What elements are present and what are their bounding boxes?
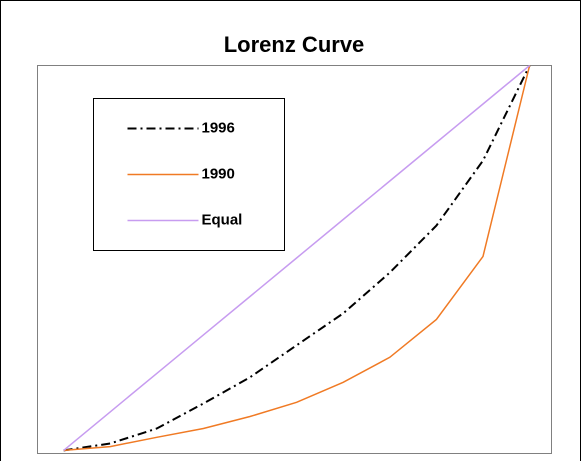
legend-label: 1996 (202, 119, 235, 136)
series-line (63, 64, 531, 451)
series-line (63, 65, 531, 452)
legend-label: 1990 (202, 165, 235, 182)
legend-label: Equal (202, 211, 243, 228)
series-line (63, 65, 531, 452)
chart-title: Lorenz Curve (224, 32, 365, 57)
